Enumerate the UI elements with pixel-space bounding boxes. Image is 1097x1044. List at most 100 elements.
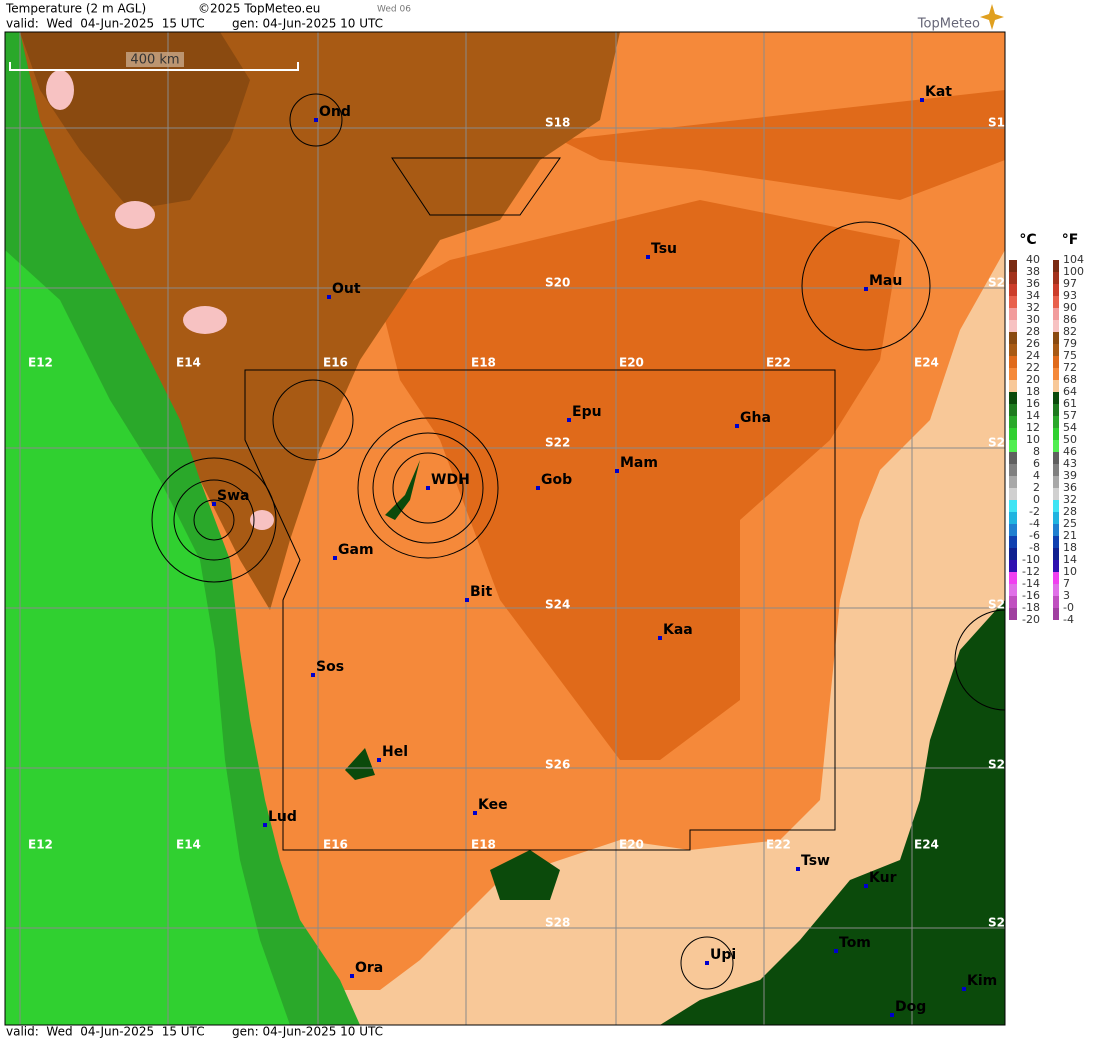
legend-unit: °F — [1062, 232, 1079, 248]
legend-label: 0 — [1033, 493, 1040, 506]
region — [380, 200, 900, 760]
legend-label: 16 — [1026, 397, 1040, 410]
city-dot — [212, 502, 216, 506]
lat-label: S18 — [545, 116, 570, 130]
legend-label: 34 — [1026, 289, 1040, 302]
city-label: Gha — [740, 410, 771, 426]
city-dot — [658, 636, 662, 640]
city-dot — [567, 418, 571, 422]
lon-label: E16 — [323, 356, 348, 370]
legend-swatch — [1053, 464, 1059, 476]
legend-swatch — [1009, 488, 1017, 500]
lat-label: S22 — [545, 436, 570, 450]
legend-label: 18 — [1026, 385, 1040, 398]
city-dot — [333, 556, 337, 560]
airspace — [151, 93, 1005, 990]
region — [660, 600, 1005, 1025]
legend-swatch — [1009, 548, 1017, 560]
city-dot — [890, 1013, 894, 1017]
legend-swatch — [1053, 500, 1059, 512]
legend-label: -6 — [1029, 529, 1040, 542]
legend-swatch — [1009, 500, 1017, 512]
lon-label: E22 — [766, 838, 791, 852]
legend-swatch — [1009, 440, 1017, 452]
city-label: WDH — [431, 472, 470, 488]
city-label: Kaa — [663, 622, 693, 638]
lat-label: S28 — [988, 916, 1013, 930]
lon-label: E20 — [619, 356, 644, 370]
city-label: Hel — [382, 744, 408, 760]
legend-swatch — [1053, 284, 1059, 296]
city-label: Swa — [217, 488, 249, 504]
legend-swatch — [1009, 380, 1017, 392]
legend-label: -12 — [1022, 565, 1040, 578]
legend-label: 46 — [1063, 445, 1077, 458]
legend-swatch — [1053, 488, 1059, 500]
legend-swatch — [1009, 284, 1017, 296]
legend: 4038363432302826242220181614121086420-2-… — [1009, 253, 1084, 626]
city-dot — [465, 598, 469, 602]
legend-label: 32 — [1026, 301, 1040, 314]
legend-label: 8 — [1033, 445, 1040, 458]
region — [115, 201, 155, 229]
legend-label: 32 — [1063, 493, 1077, 506]
city-dot — [536, 486, 540, 490]
legend-swatch — [1053, 452, 1059, 464]
legend-label: -8 — [1029, 541, 1040, 554]
legend-swatch — [1009, 428, 1017, 440]
legend-swatch — [1009, 356, 1017, 368]
legend-unit: °C — [1019, 232, 1036, 248]
legend-label: -14 — [1022, 577, 1040, 590]
region — [250, 510, 274, 530]
cities: Ond Kat Tsu Out Mau Epu Gha Mam WDH Gob Swa Gam Bit K… — [212, 84, 997, 1017]
legend-label: 54 — [1063, 421, 1077, 434]
lon-label: E14 — [176, 838, 201, 852]
legend-label: 104 — [1063, 253, 1084, 266]
legend-label: 68 — [1063, 373, 1077, 386]
lat-label: S26 — [545, 758, 570, 772]
city-label: Gob — [541, 472, 572, 488]
legend-swatch — [1009, 308, 1017, 320]
legend-swatch — [1053, 512, 1059, 524]
legend-label: 43 — [1063, 457, 1077, 470]
legend-swatch — [1053, 332, 1059, 344]
legend-label: -20 — [1022, 613, 1040, 626]
legend-swatch — [1009, 272, 1017, 284]
legend-swatch — [1009, 392, 1017, 404]
legend-label: 57 — [1063, 409, 1077, 422]
legend-swatch — [1053, 392, 1059, 404]
map-frame — [4, 31, 1006, 1026]
legend-label: 93 — [1063, 289, 1077, 302]
city-label: Kim — [967, 973, 997, 989]
legend-label: 36 — [1063, 481, 1077, 494]
legend-label: 4 — [1033, 469, 1040, 482]
legend-label: 100 — [1063, 265, 1084, 278]
legend-label: -18 — [1022, 601, 1040, 614]
legend-swatch — [1009, 368, 1017, 380]
city-label: Out — [332, 281, 361, 297]
legend-label: 64 — [1063, 385, 1077, 398]
city-label: Mam — [620, 455, 658, 471]
lat-label: S18 — [988, 116, 1013, 130]
city-dot — [796, 867, 800, 871]
legend-label: 21 — [1063, 529, 1077, 542]
legend-label: 2 — [1033, 481, 1040, 494]
city-dot — [834, 949, 838, 953]
city-label: Kur — [869, 870, 897, 886]
legend-label: 18 — [1063, 541, 1077, 554]
lon-label: E24 — [914, 838, 939, 852]
legend-swatch — [1053, 524, 1059, 536]
legend-swatch — [1009, 260, 1017, 272]
city-label: Gam — [338, 542, 374, 558]
legend-swatch — [1009, 464, 1017, 476]
city-label: Bit — [470, 584, 492, 600]
lat-label: S20 — [988, 276, 1013, 290]
city-label: Lud — [268, 809, 297, 825]
legend-label: 3 — [1063, 589, 1070, 602]
legend-swatch — [1053, 404, 1059, 416]
legend-label: 75 — [1063, 349, 1077, 362]
legend-label: 86 — [1063, 313, 1077, 326]
legend-label: 7 — [1063, 577, 1070, 590]
legend-swatch — [1053, 548, 1059, 560]
